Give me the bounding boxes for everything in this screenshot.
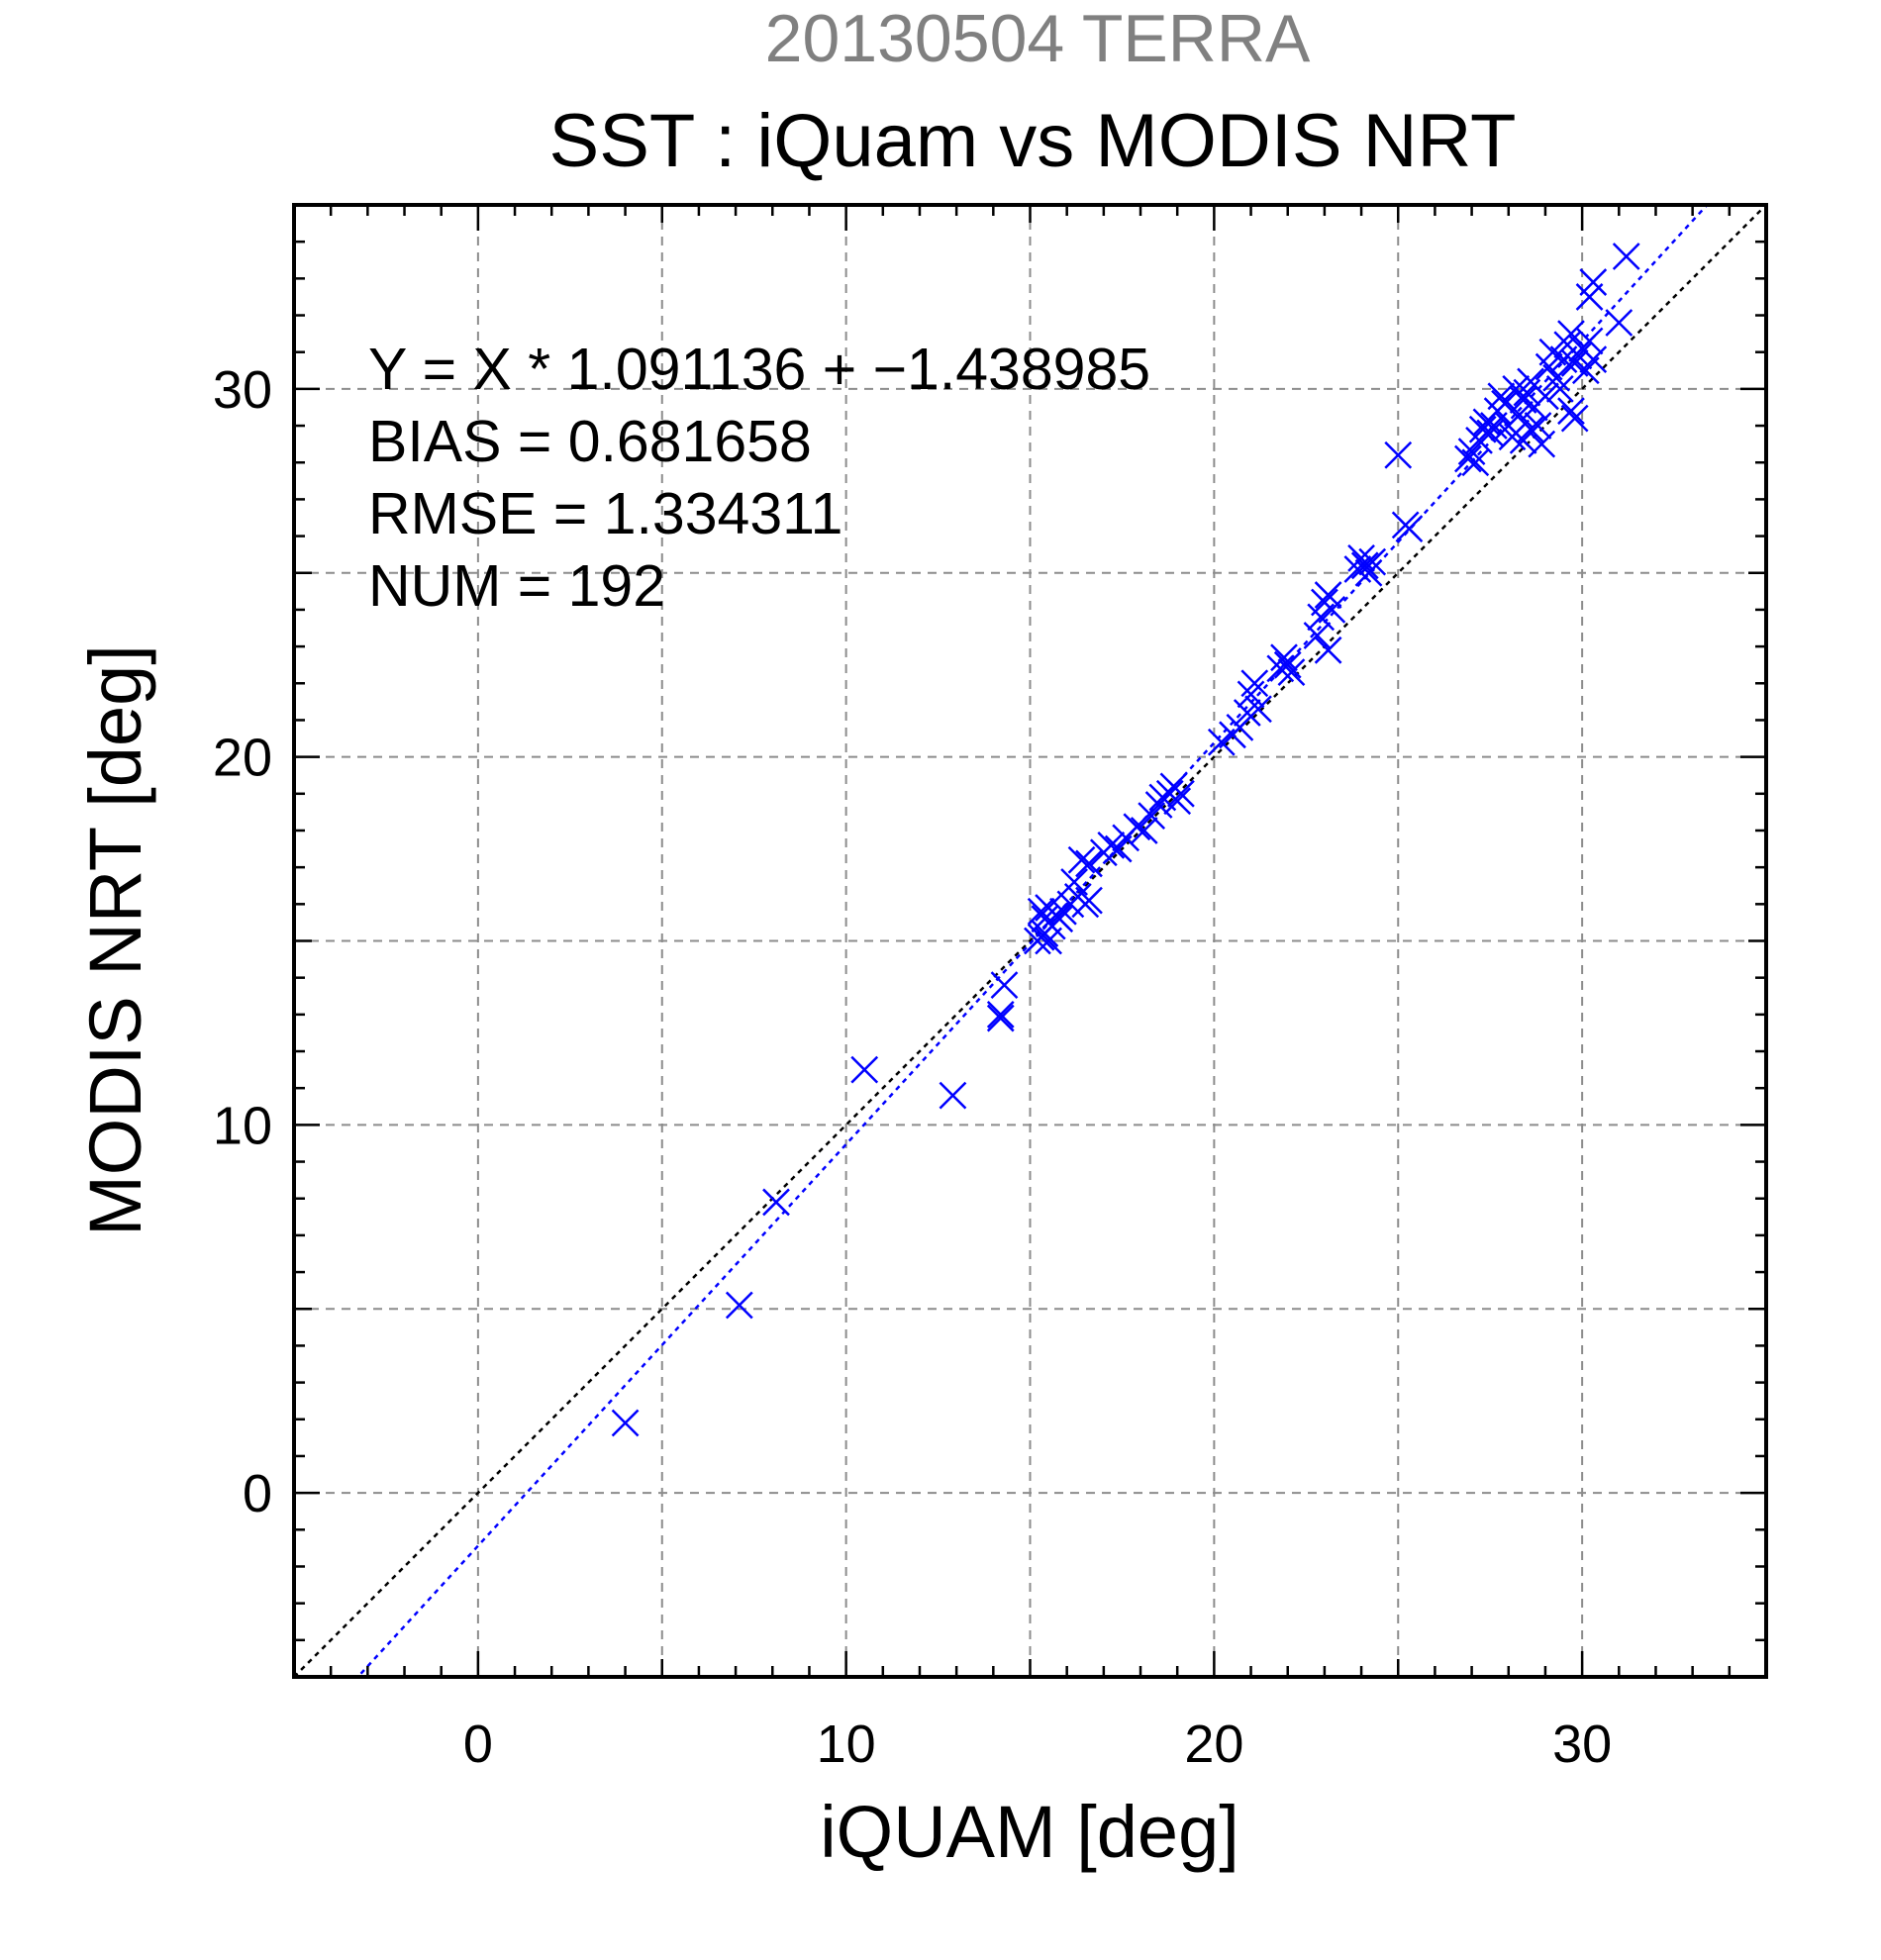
data-point xyxy=(939,1081,967,1110)
data-point xyxy=(1557,320,1585,347)
data-point xyxy=(1350,551,1379,580)
y-tick-label: 30 xyxy=(213,360,272,420)
data-point xyxy=(1354,558,1383,587)
data-point xyxy=(1542,363,1570,392)
data-point xyxy=(1244,695,1272,724)
data-point xyxy=(1528,430,1556,458)
data-point xyxy=(850,1055,879,1084)
data-point xyxy=(1358,547,1387,576)
data-point xyxy=(1075,849,1103,878)
data-point xyxy=(1075,886,1103,915)
data-point xyxy=(1318,596,1346,624)
stats-box: Y = X * 1.091136 + −1.438985 BIAS = 0.68… xyxy=(368,337,1150,619)
rmse-text: RMSE = 1.334311 xyxy=(368,481,842,546)
data-point xyxy=(1130,817,1158,844)
data-point xyxy=(986,1000,1015,1029)
fit-equation: Y = X * 1.091136 + −1.438985 xyxy=(368,337,1150,402)
data-point xyxy=(1612,243,1640,270)
data-point xyxy=(1347,543,1375,572)
x-tick-label: 20 xyxy=(1184,1715,1243,1774)
data-point xyxy=(1270,643,1298,672)
data-point xyxy=(725,1291,753,1320)
plot-frame xyxy=(292,203,1768,1679)
data-point xyxy=(1476,419,1505,447)
chart-title: SST : iQuam vs MODIS NRT xyxy=(549,99,1517,183)
num-text: NUM = 192 xyxy=(368,553,665,619)
data-point xyxy=(1468,415,1497,443)
data-point xyxy=(1273,650,1302,679)
data-point xyxy=(1163,787,1192,816)
data-point xyxy=(1532,382,1559,411)
data-point xyxy=(1097,831,1126,859)
chart-supertitle: 20130504 TERRA xyxy=(765,1,1311,76)
axis-tick-labels: 0 0 10 10 20 20 30 30 xyxy=(213,360,1612,1774)
data-point xyxy=(1060,868,1088,896)
y-tick-label: 20 xyxy=(213,729,272,788)
data-point xyxy=(1461,448,1490,477)
data-point xyxy=(1605,309,1634,337)
data-point xyxy=(1303,622,1332,649)
data-point xyxy=(1517,415,1544,443)
reference-lines xyxy=(294,205,1766,1677)
data-point xyxy=(1277,658,1306,687)
data-point xyxy=(1557,397,1585,426)
data-point xyxy=(1266,654,1295,683)
data-point xyxy=(1560,404,1589,433)
data-point xyxy=(1513,378,1541,407)
data-point xyxy=(1067,845,1096,874)
data-point xyxy=(1491,389,1519,418)
data-point xyxy=(1343,555,1372,583)
data-point xyxy=(1395,515,1424,543)
bias-text: BIAS = 0.681658 xyxy=(368,409,812,474)
grid xyxy=(294,205,1766,1677)
x-tick-label: 0 xyxy=(463,1715,493,1774)
x-axis-label: iQUAM [deg] xyxy=(820,1791,1239,1873)
y-tick-label: 10 xyxy=(213,1096,272,1155)
data-point xyxy=(1123,813,1151,841)
x-tick-label: 10 xyxy=(817,1715,876,1774)
data-point xyxy=(1579,345,1608,374)
data-point xyxy=(990,971,1019,999)
y-axis-label: MODIS NRT [deg] xyxy=(74,644,156,1236)
data-point xyxy=(1453,444,1482,473)
data-point xyxy=(1233,699,1261,727)
data-point xyxy=(1575,327,1604,355)
fit-line xyxy=(355,205,1710,1677)
data-point xyxy=(1545,374,1574,403)
data-point xyxy=(1314,636,1342,664)
data-point xyxy=(1240,669,1269,698)
x-tick-label: 30 xyxy=(1552,1715,1612,1774)
data-point xyxy=(1384,441,1413,469)
data-point xyxy=(762,1188,790,1217)
y-tick-label: 0 xyxy=(243,1464,272,1523)
identity-line xyxy=(294,205,1766,1677)
data-point xyxy=(611,1409,640,1437)
data-point xyxy=(1579,268,1608,296)
data-point xyxy=(1167,779,1195,808)
data-point xyxy=(1237,680,1265,709)
data-point xyxy=(986,1004,1015,1032)
data-points xyxy=(611,243,1640,1437)
data-point xyxy=(1045,905,1074,933)
